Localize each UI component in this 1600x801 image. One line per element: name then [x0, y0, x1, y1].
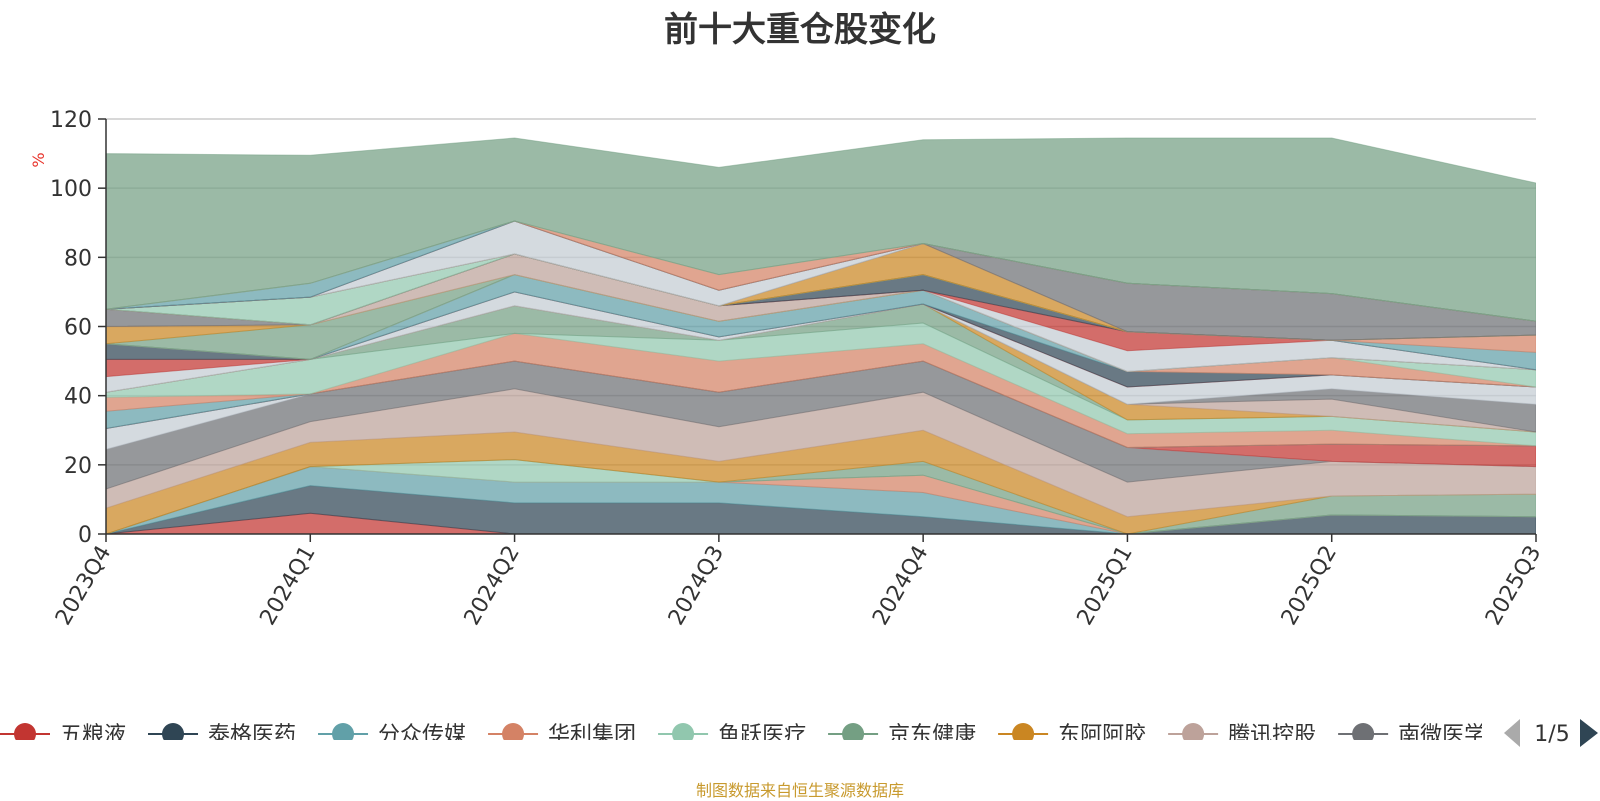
- y-axis-label: %: [29, 152, 48, 167]
- legend-item[interactable]: 五粮液: [0, 723, 126, 748]
- legend-marker-icon: [1012, 723, 1035, 740]
- legend-label: 京东健康: [888, 723, 976, 748]
- legend-label: 鱼跃医疗: [718, 723, 806, 748]
- legend-marker-icon: [332, 723, 355, 740]
- legend-item[interactable]: 东阿阿胶: [998, 723, 1146, 748]
- legend-label: 东阿阿胶: [1058, 723, 1146, 748]
- legend-item[interactable]: 分众传媒: [318, 723, 466, 748]
- x-tick-label: 2024Q4: [868, 542, 933, 630]
- series-area[interactable]: [106, 137, 1536, 322]
- legend-item[interactable]: 泰格医药: [148, 723, 296, 748]
- legend-label: 分众传媒: [378, 723, 466, 748]
- x-tick-label: 2024Q3: [664, 542, 729, 630]
- y-tick-label: 40: [64, 385, 92, 410]
- legend-item[interactable]: 华利集团: [488, 723, 636, 748]
- legend-label: 华利集团: [548, 723, 636, 748]
- x-tick-label: 2024Q2: [460, 542, 525, 630]
- y-tick-label: 100: [50, 177, 92, 202]
- legend-item[interactable]: 鱼跃医疗: [658, 723, 806, 748]
- x-tick-label: 2025Q2: [1277, 542, 1342, 630]
- y-tick-label: 0: [78, 523, 92, 548]
- chart-title: 前十大重仓股变化: [664, 10, 936, 50]
- legend-marker-icon: [1182, 723, 1205, 740]
- legend-marker-icon: [14, 723, 36, 740]
- legend-item[interactable]: 京东健康: [828, 723, 976, 748]
- y-tick-label: 60: [64, 316, 92, 341]
- legend-marker-icon: [672, 723, 695, 740]
- data-source-note: 制图数据来自恒生聚源数据库: [695, 781, 904, 800]
- legend: 五粮液 泰格医药 分众传媒 华利集团 鱼跃医疗 京东健康 东阿阿胶 腾讯控股 南微医学 1/5: [0, 719, 1598, 748]
- legend-page-indicator: 1/5: [1534, 722, 1569, 747]
- legend-item[interactable]: 南微医学: [1338, 723, 1486, 748]
- x-tick-label: 2025Q3: [1481, 542, 1546, 630]
- legend-prev-page-icon[interactable]: [1504, 719, 1520, 747]
- legend-item[interactable]: 腾讯控股: [1168, 723, 1316, 748]
- x-tick-label: 2025Q1: [1073, 542, 1138, 630]
- series-areas: [106, 137, 1536, 534]
- legend-next-page-icon[interactable]: [1580, 719, 1598, 747]
- legend-marker-icon: [1352, 723, 1375, 740]
- legend-marker-icon: [842, 723, 865, 740]
- x-tick-label: 2023Q4: [51, 542, 116, 630]
- y-tick-label: 20: [64, 454, 92, 479]
- legend-marker-icon: [502, 723, 525, 740]
- y-tick-label: 120: [50, 108, 92, 133]
- legend-label: 泰格医药: [208, 723, 296, 748]
- x-tick-label: 2024Q1: [255, 542, 320, 630]
- y-tick-label: 80: [64, 246, 92, 271]
- legend-label: 腾讯控股: [1228, 723, 1316, 748]
- legend-label: 五粮液: [60, 723, 126, 748]
- legend-label: 南微医学: [1398, 723, 1486, 748]
- legend-marker-icon: [162, 723, 185, 740]
